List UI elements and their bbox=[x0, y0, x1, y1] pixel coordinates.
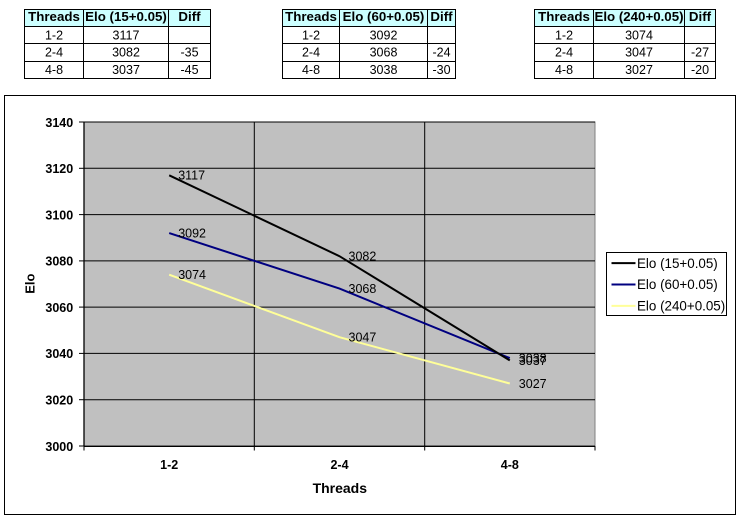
svg-text:1-2: 1-2 bbox=[555, 28, 573, 42]
svg-text:3037: 3037 bbox=[112, 63, 140, 77]
svg-text:3027: 3027 bbox=[625, 63, 653, 77]
svg-text:3117: 3117 bbox=[113, 28, 140, 42]
svg-text:2-4: 2-4 bbox=[45, 46, 63, 60]
svg-text:-30: -30 bbox=[432, 63, 450, 77]
svg-text:3140: 3140 bbox=[45, 116, 73, 130]
svg-text:Elo (15+0.05): Elo (15+0.05) bbox=[85, 9, 167, 24]
svg-text:Diff: Diff bbox=[178, 9, 201, 24]
svg-text:2-4: 2-4 bbox=[330, 458, 348, 472]
svg-text:Elo (60+0.05): Elo (60+0.05) bbox=[343, 9, 425, 24]
svg-text:3074: 3074 bbox=[178, 268, 206, 282]
svg-text:3047: 3047 bbox=[625, 46, 653, 60]
svg-text:3120: 3120 bbox=[45, 162, 73, 176]
svg-text:-45: -45 bbox=[180, 63, 198, 77]
svg-text:3037: 3037 bbox=[519, 354, 547, 368]
svg-text:Threads: Threads bbox=[28, 9, 80, 24]
svg-text:3117: 3117 bbox=[178, 169, 205, 183]
svg-text:3047: 3047 bbox=[349, 331, 377, 345]
svg-text:Threads: Threads bbox=[313, 480, 368, 496]
svg-text:Diff: Diff bbox=[430, 9, 453, 24]
svg-text:2-4: 2-4 bbox=[302, 46, 320, 60]
svg-text:3038: 3038 bbox=[519, 352, 547, 366]
svg-text:3080: 3080 bbox=[45, 255, 73, 269]
svg-text:-24: -24 bbox=[432, 46, 450, 60]
svg-text:3092: 3092 bbox=[178, 227, 206, 241]
svg-text:4-8: 4-8 bbox=[45, 63, 63, 77]
svg-text:1-2: 1-2 bbox=[45, 28, 63, 42]
svg-text:Threads: Threads bbox=[285, 9, 337, 24]
svg-text:3082: 3082 bbox=[349, 250, 377, 264]
svg-text:Elo (240+0.05): Elo (240+0.05) bbox=[594, 9, 683, 24]
svg-text:3068: 3068 bbox=[349, 282, 377, 296]
svg-text:4-8: 4-8 bbox=[555, 63, 573, 77]
svg-text:2-4: 2-4 bbox=[555, 46, 573, 60]
svg-text:3082: 3082 bbox=[112, 46, 140, 60]
svg-text:3068: 3068 bbox=[370, 46, 398, 60]
svg-text:-27: -27 bbox=[691, 46, 709, 60]
svg-text:Elo (15+0.05): Elo (15+0.05) bbox=[637, 256, 718, 271]
svg-text:Elo: Elo bbox=[23, 274, 38, 294]
svg-text:1-2: 1-2 bbox=[160, 458, 178, 472]
svg-text:3074: 3074 bbox=[625, 28, 653, 42]
svg-text:3038: 3038 bbox=[370, 63, 398, 77]
svg-text:3027: 3027 bbox=[519, 377, 547, 391]
svg-text:-20: -20 bbox=[691, 63, 709, 77]
svg-text:3100: 3100 bbox=[45, 208, 73, 222]
svg-text:Elo (60+0.05): Elo (60+0.05) bbox=[637, 277, 718, 292]
svg-text:Diff: Diff bbox=[689, 9, 712, 24]
svg-text:-35: -35 bbox=[180, 46, 198, 60]
svg-text:Elo (240+0.05): Elo (240+0.05) bbox=[637, 299, 725, 314]
svg-text:4-8: 4-8 bbox=[501, 458, 519, 472]
svg-text:3000: 3000 bbox=[45, 440, 73, 454]
svg-text:3060: 3060 bbox=[45, 301, 73, 315]
svg-text:1-2: 1-2 bbox=[302, 28, 320, 42]
svg-text:4-8: 4-8 bbox=[302, 63, 320, 77]
svg-text:Threads: Threads bbox=[538, 9, 590, 24]
svg-text:3020: 3020 bbox=[45, 394, 73, 408]
svg-text:3040: 3040 bbox=[45, 347, 73, 361]
svg-text:3092: 3092 bbox=[370, 28, 398, 42]
